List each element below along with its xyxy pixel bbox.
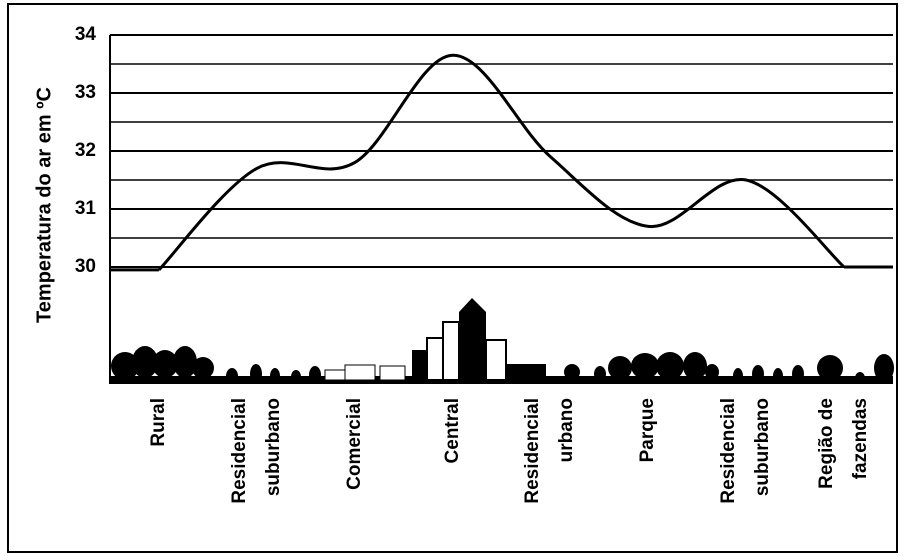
x-tick-label: Residencial suburbano <box>228 398 284 504</box>
x-tick-label: Residencial urbano <box>522 398 578 504</box>
x-tick-label: Residencial suburbano <box>718 398 774 504</box>
temperature-line <box>157 53 846 271</box>
x-tick-label: Rural <box>147 398 169 447</box>
x-tick-label: Parque <box>637 398 659 463</box>
y-tick-label: 32 <box>75 140 96 161</box>
line-tail <box>110 265 893 272</box>
y-tick-label: 33 <box>75 82 96 103</box>
x-tick-label: Comercial <box>343 398 365 490</box>
y-tick-label: 31 <box>75 198 97 219</box>
frame <box>7 3 898 553</box>
skyline <box>110 298 894 384</box>
y-tick-label: 34 <box>75 24 97 45</box>
x-tick-label: Central <box>441 398 463 464</box>
y-axis-title: Temperatura do ar em ºC <box>33 87 55 323</box>
y-tick-label: 30 <box>75 256 96 277</box>
x-tick-label: Região de fazendas <box>816 398 872 489</box>
